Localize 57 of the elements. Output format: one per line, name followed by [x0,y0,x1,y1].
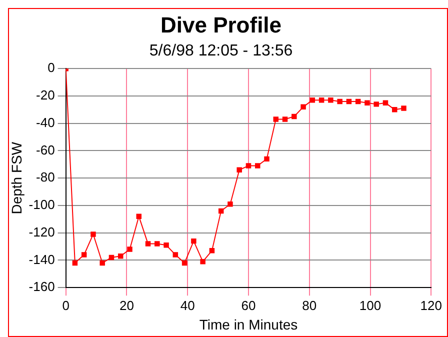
y-tick-label: -120 [28,224,55,240]
point [318,97,324,103]
point [273,116,279,122]
point [264,156,270,162]
x-axis-title: Time in Minutes [199,316,298,332]
point [328,97,334,103]
y-tick-label: -160 [28,279,55,294]
x-tick-label: 120 [420,298,442,313]
point [218,208,224,214]
point [382,100,388,106]
point [127,246,132,252]
point [136,214,142,220]
point [364,100,370,106]
point [246,163,252,168]
point [337,98,342,104]
point [172,252,178,258]
y-tick-label: -80 [36,170,55,185]
point [200,258,206,264]
point [72,260,78,266]
point [100,260,105,266]
x-tick-label: 60 [241,298,256,313]
point [236,167,242,173]
point [108,254,114,260]
point [209,248,215,254]
point [355,98,361,104]
x-tick-label: 20 [119,298,134,313]
x-tick-label: 80 [302,298,317,313]
y-tick-label: 0 [48,60,55,76]
point [145,241,151,246]
point [81,252,87,258]
y-tick-label: -100 [28,197,55,212]
x-tick-label: 100 [359,298,382,313]
point [182,260,188,266]
point [346,98,352,104]
chart-title: Dive Profile [160,12,282,38]
y-axis-title: Depth FSW [8,141,24,214]
y-tick-label: -40 [36,114,55,130]
y-tick-label: -60 [36,142,55,158]
y-tick-label: -20 [36,88,55,103]
point [282,116,288,122]
point [392,107,398,112]
point [90,232,96,237]
point [164,242,169,248]
point [154,241,160,246]
x-tick-label: 40 [180,298,195,313]
point [300,104,306,110]
chart-subtitle: 5/6/98 12:05 - 13:56 [149,42,293,60]
point [118,254,124,259]
point [374,102,379,107]
point [191,238,196,244]
point [310,97,316,103]
y-tick-label: -140 [28,252,55,267]
x-tick-label: 0 [62,298,70,313]
point [228,201,233,207]
point [292,114,297,120]
point [255,163,260,168]
point [401,106,406,111]
